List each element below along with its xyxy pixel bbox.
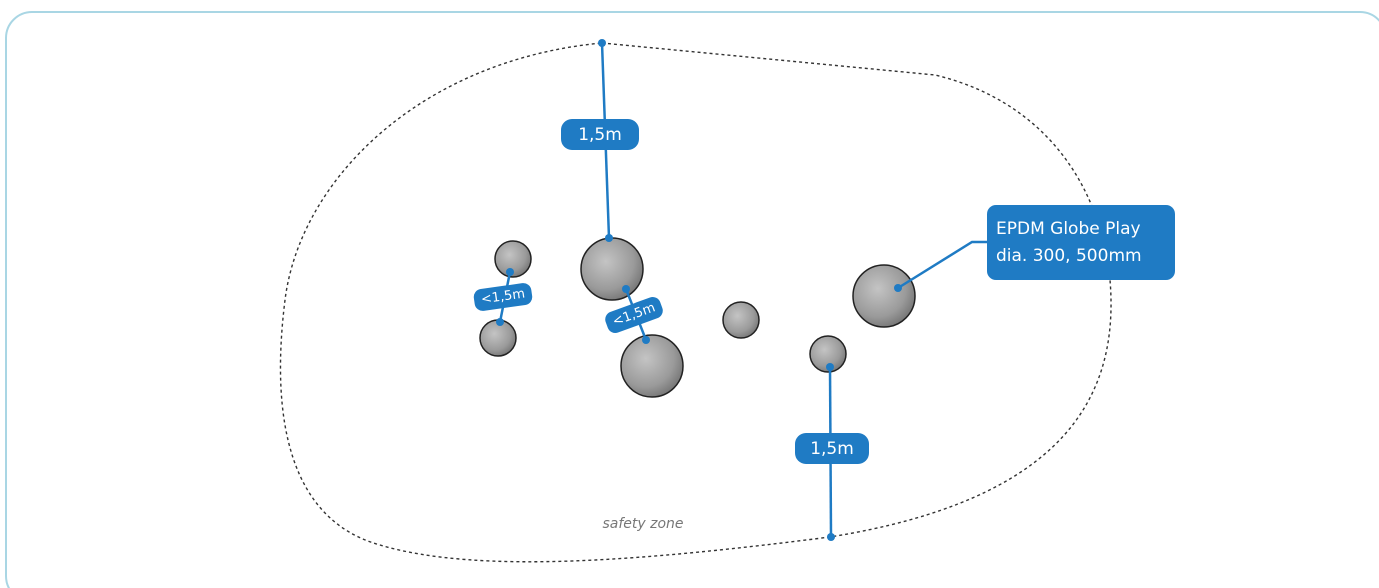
pill — [795, 433, 869, 464]
callout-text: EPDM Globe Play — [996, 219, 1141, 239]
callout-line — [897, 240, 990, 290]
zone-label: safety zone — [602, 516, 683, 532]
callout-text: dia. 300, 500mm — [996, 246, 1142, 266]
pill — [473, 283, 533, 311]
pill — [605, 296, 663, 334]
globe — [809, 335, 847, 373]
globe — [580, 237, 644, 301]
globes — [479, 237, 916, 398]
globe — [494, 240, 532, 278]
globe — [620, 334, 684, 398]
dim-label: 1,5m — [578, 125, 622, 145]
globe — [852, 264, 916, 328]
pill-group: <1,5m — [605, 296, 663, 334]
pill-group: <1,5m — [473, 283, 533, 311]
callout-box — [987, 205, 1175, 280]
globe — [722, 301, 760, 339]
safety-zone — [279, 42, 1112, 563]
dimension-lines — [496, 39, 990, 541]
pill — [561, 119, 639, 150]
dim-label: <1,5m — [480, 286, 526, 307]
dim-label: 1,5m — [810, 439, 854, 459]
frame — [5, 11, 1379, 588]
